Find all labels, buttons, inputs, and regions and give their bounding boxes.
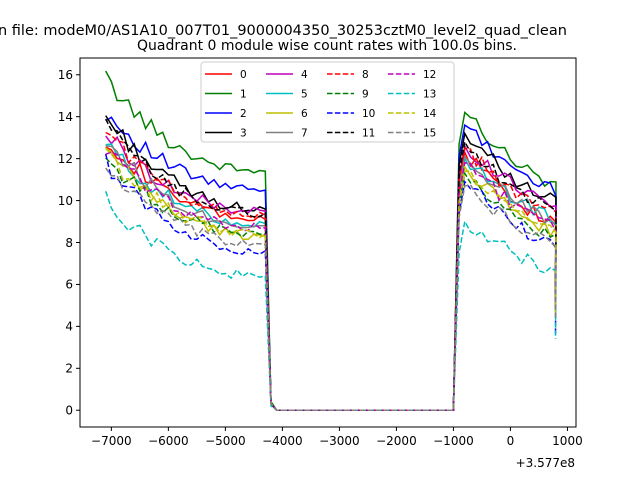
legend-label-12: 12	[423, 69, 436, 81]
legend-label-9: 9	[362, 88, 369, 100]
series-layer	[104, 70, 557, 411]
series-line-15	[105, 167, 557, 411]
y-tick-label: 4	[65, 320, 73, 334]
y-tick-label: 8	[65, 236, 73, 250]
y-tick-label: 2	[65, 362, 73, 376]
legend-label-8: 8	[362, 69, 369, 81]
legend-label-11: 11	[362, 127, 375, 139]
x-tick-label: −1000	[433, 434, 474, 448]
legend-label-4: 4	[301, 69, 308, 81]
y-axis: 0 2 4 6 8 10 12 14 16	[58, 68, 80, 418]
x-tick-label: −6000	[148, 434, 189, 448]
x-tick-label: −7000	[91, 434, 132, 448]
legend-label-13: 13	[423, 88, 436, 100]
legend-label-5: 5	[301, 88, 308, 100]
x-tick-label: −2000	[376, 434, 417, 448]
legend-label-15: 15	[423, 127, 436, 139]
chart-title: Quadrant 0 module wise count rates with …	[137, 38, 517, 54]
legend-label-2: 2	[240, 108, 247, 120]
suptitle: n file: modeM0/AS1A10_007T01_9000004350_…	[0, 23, 567, 39]
series-line-12	[105, 151, 557, 411]
legend-frame	[200, 61, 455, 143]
x-axis: −7000 −6000 −5000 −4000 −3000 −2000 −1000 0 1000	[91, 427, 583, 448]
legend-label-3: 3	[240, 127, 247, 139]
x-tick-label: −4000	[262, 434, 303, 448]
y-tick-label: 6	[65, 278, 73, 292]
x-tick-label: −5000	[205, 434, 246, 448]
y-tick-label: 14	[58, 110, 73, 124]
legend-label-14: 14	[423, 108, 437, 120]
legend-label-10: 10	[362, 108, 375, 120]
x-tick-label: 1000	[552, 434, 583, 448]
y-tick-label: 0	[65, 404, 73, 418]
legend-label-1: 1	[240, 88, 247, 100]
legend-label-6: 6	[301, 108, 308, 120]
legend-label-7: 7	[301, 127, 308, 139]
y-tick-label: 16	[58, 68, 73, 82]
x-tick-label: −3000	[319, 434, 360, 448]
y-tick-label: 12	[58, 152, 73, 166]
legend-label-0: 0	[240, 69, 247, 81]
x-offset-label: +3.577e8	[516, 456, 575, 470]
x-tick-label: 0	[507, 434, 515, 448]
y-tick-label: 10	[58, 194, 73, 208]
